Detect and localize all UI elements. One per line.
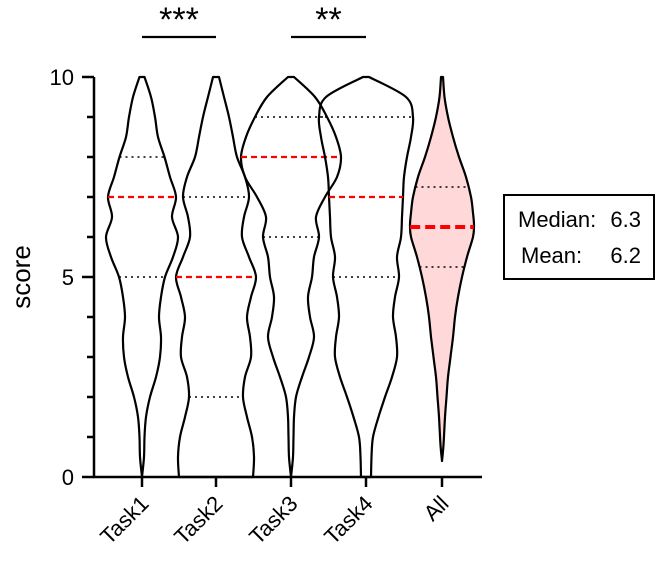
- violin-outline: [239, 75, 343, 479]
- significance-bracket: **: [291, 1, 366, 39]
- y-tick-label: 10: [50, 65, 74, 90]
- x-tick-label: Task3: [244, 491, 302, 549]
- violin-all: [408, 75, 476, 463]
- violins: [104, 75, 476, 479]
- violin-task4: [317, 75, 415, 479]
- violin-task1: [104, 75, 180, 479]
- mean-label: Mean:: [521, 243, 582, 268]
- violin-outline: [104, 75, 180, 479]
- violin-task2: [174, 75, 258, 479]
- x-tick-label: Task1: [95, 491, 153, 549]
- y-tick-label: 5: [62, 265, 74, 290]
- significance-label: **: [315, 1, 341, 39]
- y-axis: 0 5 10 Task1 Task2 Task3 Task4 All: [50, 65, 482, 549]
- mean-value: 6.2: [610, 243, 641, 268]
- significance-label: ***: [159, 1, 199, 39]
- violin-outline: [408, 75, 476, 463]
- median-label: Median:: [518, 207, 596, 232]
- stats-annotation: Median: 6.3 Mean: 6.2: [503, 194, 655, 280]
- x-tick-label: Task4: [319, 491, 377, 549]
- x-tick-label: Task2: [169, 491, 227, 549]
- y-tick-label: 0: [62, 465, 74, 490]
- median-value: 6.3: [610, 207, 641, 232]
- x-tick-label: All: [419, 491, 454, 526]
- violin-outline: [317, 75, 415, 479]
- stats-box: [503, 194, 655, 280]
- violin-outline: [174, 75, 258, 479]
- significance-bracket: ***: [142, 1, 216, 39]
- significance-brackets: *** **: [142, 1, 366, 39]
- y-axis-title: score: [6, 245, 36, 309]
